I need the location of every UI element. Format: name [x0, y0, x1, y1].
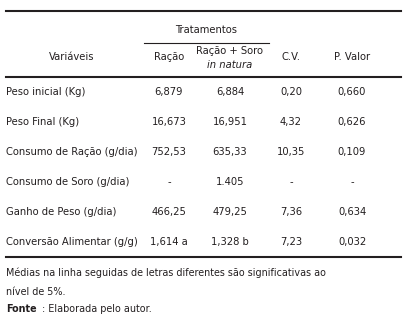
Text: 16,951: 16,951	[212, 117, 247, 127]
Text: Médias na linha seguidas de letras diferentes são significativas ao: Médias na linha seguidas de letras difer…	[6, 268, 326, 278]
Text: 1,328 b: 1,328 b	[211, 237, 249, 247]
Text: 0,626: 0,626	[338, 117, 366, 127]
Text: P. Valor: P. Valor	[334, 52, 370, 63]
Text: Consumo de Soro (g/dia): Consumo de Soro (g/dia)	[6, 177, 129, 187]
Text: 16,673: 16,673	[151, 117, 186, 127]
Text: 6,884: 6,884	[216, 86, 244, 97]
Text: -: -	[350, 177, 354, 187]
Text: -: -	[167, 177, 171, 187]
Text: 6,879: 6,879	[155, 86, 183, 97]
Text: 0,660: 0,660	[338, 86, 366, 97]
Text: 752,53: 752,53	[151, 147, 186, 157]
Text: in natura: in natura	[207, 60, 253, 70]
Text: 0,634: 0,634	[338, 207, 366, 217]
Text: 10,35: 10,35	[277, 147, 305, 157]
Text: Tratamentos: Tratamentos	[175, 25, 238, 35]
Text: Peso Final (Kg): Peso Final (Kg)	[6, 117, 79, 127]
Text: : Elaborada pelo autor.: : Elaborada pelo autor.	[42, 304, 152, 315]
Text: 0,109: 0,109	[338, 147, 366, 157]
Text: -: -	[289, 177, 293, 187]
Text: 4,32: 4,32	[280, 117, 302, 127]
Text: Fonte: Fonte	[6, 304, 37, 315]
Text: Ganho de Peso (g/dia): Ganho de Peso (g/dia)	[6, 207, 116, 217]
Text: 1,614 a: 1,614 a	[150, 237, 188, 247]
Text: 7,36: 7,36	[280, 207, 302, 217]
Text: Ração: Ração	[154, 52, 184, 63]
Text: 479,25: 479,25	[212, 207, 247, 217]
Text: C.V.: C.V.	[282, 52, 300, 63]
Text: 635,33: 635,33	[212, 147, 247, 157]
Text: 7,23: 7,23	[280, 237, 302, 247]
Text: 0,20: 0,20	[280, 86, 302, 97]
Text: Peso inicial (Kg): Peso inicial (Kg)	[6, 86, 85, 97]
Text: Variáveis: Variáveis	[48, 52, 94, 63]
Text: 1.405: 1.405	[216, 177, 244, 187]
Text: nível de 5%.: nível de 5%.	[6, 287, 66, 297]
Text: Consumo de Ração (g/dia): Consumo de Ração (g/dia)	[6, 147, 138, 157]
Text: Ração + Soro: Ração + Soro	[197, 46, 263, 56]
Text: Conversão Alimentar (g/g): Conversão Alimentar (g/g)	[6, 237, 138, 247]
Text: 0,032: 0,032	[338, 237, 366, 247]
Text: 466,25: 466,25	[151, 207, 186, 217]
